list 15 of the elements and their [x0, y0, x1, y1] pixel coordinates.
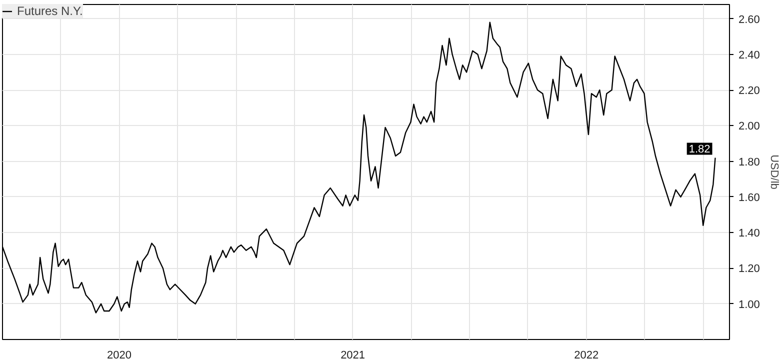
annotation: 1.82: [688, 144, 710, 156]
legend-label: Futures N.Y.: [17, 4, 83, 18]
y-tick-label: 1.20: [738, 263, 760, 276]
y-tick-label: 2.60: [738, 14, 760, 26]
x-tick-label: 2020: [107, 350, 132, 361]
y-tick-label: 1.40: [738, 228, 760, 240]
y-axis-title: USD/lb: [768, 154, 780, 190]
y-tick-label: 2.40: [738, 49, 760, 62]
y-tick-label: 1.60: [738, 192, 760, 204]
y-tick-label: 2.20: [738, 85, 760, 98]
y-tick-label: 2.00: [738, 120, 760, 133]
y-tick-label: 1.80: [738, 156, 760, 168]
x-tick-label: 2022: [574, 350, 599, 361]
y-tick-label: 1.00: [738, 298, 760, 311]
x-tick-label: 2021: [340, 350, 366, 361]
